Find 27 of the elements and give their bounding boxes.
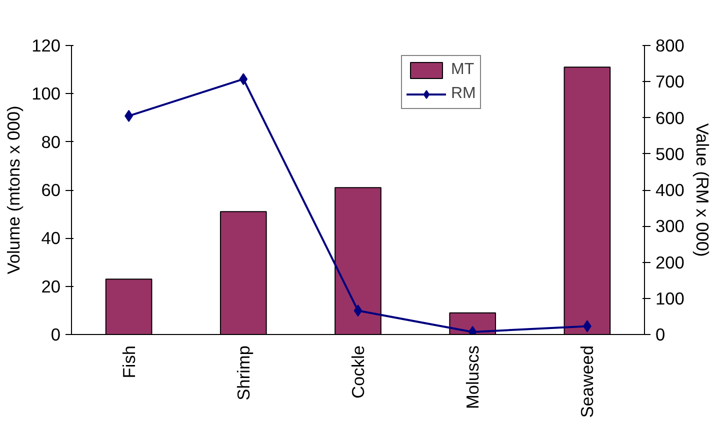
point (239, 73, 248, 86)
y2-tick-label: 0 (656, 324, 666, 344)
y-tick-label: 40 (41, 228, 61, 248)
y2-tick-label: 700 (656, 72, 684, 92)
y2-tick-label: 500 (656, 144, 684, 164)
y-tick-label: 120 (32, 36, 61, 56)
y2-axis-title: Value (RM x 000) (692, 123, 712, 257)
x-tick-label: Moluscs (462, 345, 483, 410)
y2-tick-label: 600 (656, 108, 684, 128)
x-tick-label: Shrimp (233, 345, 254, 400)
x-tick-label: Cockle (348, 345, 368, 398)
y2-tick-label: 200 (656, 252, 684, 272)
y2-tick-label: 300 (656, 216, 684, 236)
y-tick-label: 60 (41, 180, 61, 200)
legend-label: MT (451, 61, 474, 79)
y2-tick-label: 400 (656, 180, 684, 200)
y-tick-label: 100 (32, 84, 61, 104)
legend-label: RM (451, 85, 476, 103)
y-tick-label: 80 (41, 132, 61, 152)
y2-tick-label: 800 (656, 36, 684, 56)
y-tick-label: 20 (41, 276, 61, 296)
y2-tick-label: 100 (656, 288, 684, 308)
y-tick-label: 0 (50, 324, 61, 344)
x-tick-label: Seaweed (577, 345, 598, 418)
point (354, 304, 362, 317)
x-tick-label: Fish (118, 345, 139, 378)
y-axis-title: Volume (mtons x 000) (4, 106, 24, 274)
